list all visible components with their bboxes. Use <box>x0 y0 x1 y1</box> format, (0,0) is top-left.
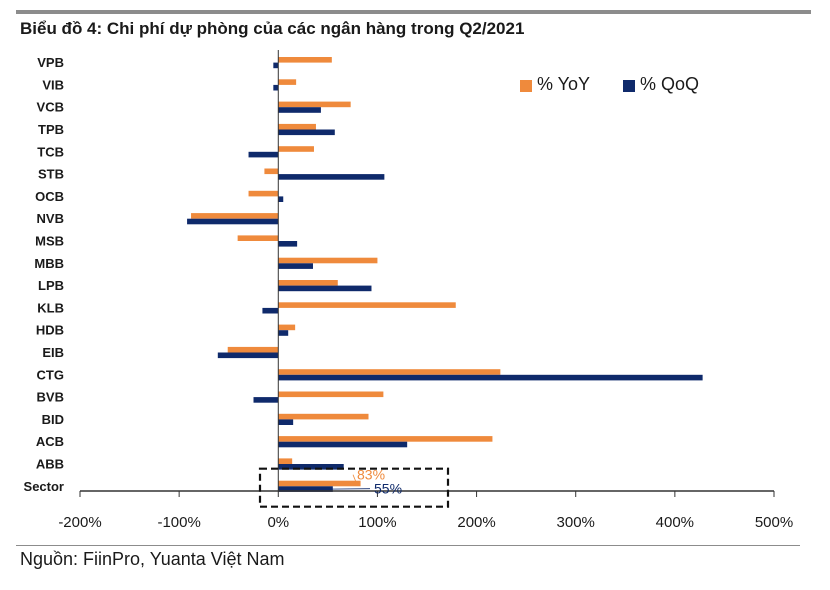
category-label-nvb: NVB <box>37 211 64 226</box>
bar-yoy-acb <box>278 436 493 442</box>
bar-yoy-msb <box>237 235 279 241</box>
category-label-vcb: VCB <box>37 100 64 115</box>
annotation-label-yoy: 83% <box>357 467 385 483</box>
annotations-layer: 83%55% <box>258 467 450 508</box>
bar-yoy-lpb <box>278 280 338 286</box>
bar-qoq-tpb <box>278 129 335 136</box>
bar-yoy-ctg <box>278 369 501 375</box>
bar-qoq-sector <box>278 486 333 492</box>
chart-source: Nguồn: FiinPro, Yuanta Việt Nam <box>20 549 285 569</box>
x-tick-label: -200% <box>58 514 101 531</box>
x-tick-label: -100% <box>157 514 200 531</box>
top-rule <box>16 10 811 14</box>
category-label-klb: KLB <box>37 300 64 315</box>
bar-yoy-vib <box>278 79 297 85</box>
bar-yoy-ocb <box>248 190 279 197</box>
x-tick-label: 400% <box>656 514 694 531</box>
bar-qoq-stb <box>278 174 385 180</box>
bar-qoq-acb <box>278 441 408 448</box>
category-label-tpb: TPB <box>38 122 64 137</box>
category-label-bvb: BVB <box>37 390 64 405</box>
bar-yoy-bid <box>278 413 369 420</box>
bar-qoq-tcb <box>248 151 279 158</box>
bar-qoq-vib <box>273 84 279 91</box>
bar-qoq-lpb <box>278 285 372 292</box>
bar-yoy-bvb <box>278 391 384 398</box>
category-label-vib: VIB <box>42 77 64 92</box>
bar-yoy-tcb <box>278 146 314 152</box>
bar-yoy-hdb <box>278 324 296 331</box>
category-label-abb: ABB <box>36 457 64 472</box>
category-label-ctg: CTG <box>37 367 64 382</box>
bar-yoy-eib <box>227 346 279 353</box>
bar-yoy-tpb <box>278 123 316 130</box>
bar-qoq-mbb <box>278 263 313 269</box>
bar-qoq-hdb <box>278 330 289 336</box>
category-label-bid: BID <box>42 412 64 427</box>
bar-yoy-nvb <box>191 213 279 219</box>
bottom-rule <box>16 545 800 546</box>
bar-yoy-sector <box>278 480 361 487</box>
legend-swatch-yoy <box>520 80 532 92</box>
annotation-leader-yoy <box>352 474 357 484</box>
category-label-tcb: TCB <box>37 144 64 159</box>
category-label-lpb: LPB <box>38 278 64 293</box>
legend-swatch-qoq <box>623 80 635 92</box>
bar-qoq-nvb <box>187 218 279 225</box>
bar-yoy-klb <box>278 302 456 308</box>
x-tick-label: 200% <box>457 514 495 531</box>
bar-yoy-stb <box>264 168 279 175</box>
axes-layer <box>79 50 775 497</box>
bar-qoq-klb <box>262 307 279 314</box>
category-label-hdb: HDB <box>36 323 64 338</box>
annotation-label-qoq: 55% <box>374 481 402 497</box>
bar-qoq-msb <box>278 241 298 247</box>
category-label-msb: MSB <box>35 234 64 249</box>
category-label-sector: Sector <box>24 479 64 494</box>
category-label-mbb: MBB <box>34 256 64 271</box>
chart-title: Biểu đồ 4: Chi phí dự phòng của các ngân… <box>20 19 525 38</box>
bar-qoq-abb <box>278 464 344 470</box>
bar-yoy-abb <box>278 458 293 464</box>
category-label-vpb: VPB <box>37 55 64 70</box>
bar-qoq-ocb <box>278 196 284 202</box>
bar-qoq-eib <box>217 352 279 359</box>
bar-qoq-vcb <box>278 107 321 113</box>
labels-layer: VPB VIB VCB TPB TCB STB OCB NVB MSB MBB LPB KLB HDB E… <box>24 55 794 531</box>
bars-layer <box>187 57 703 492</box>
x-tick-label: 0% <box>267 514 289 531</box>
category-label-eib: EIB <box>42 345 64 360</box>
x-tick-label: 300% <box>557 514 595 531</box>
bar-qoq-bid <box>278 419 294 425</box>
legend-label-yoy: % YoY <box>537 74 590 94</box>
bar-yoy-mbb <box>278 257 378 264</box>
legend-label-qoq: % QoQ <box>640 74 699 94</box>
category-label-ocb: OCB <box>35 189 64 204</box>
sector-highlight-box <box>258 467 450 508</box>
x-tick-label: 100% <box>358 514 396 531</box>
category-label-acb: ACB <box>36 434 64 449</box>
category-label-stb: STB <box>38 167 64 182</box>
x-tick-label: 500% <box>755 514 793 531</box>
bar-yoy-vpb <box>278 57 332 63</box>
bar-qoq-bvb <box>253 397 279 403</box>
bar-qoq-vpb <box>273 62 279 69</box>
legend: % YoY % QoQ <box>520 74 699 94</box>
bar-qoq-ctg <box>278 374 703 381</box>
bar-yoy-vcb <box>278 101 351 108</box>
